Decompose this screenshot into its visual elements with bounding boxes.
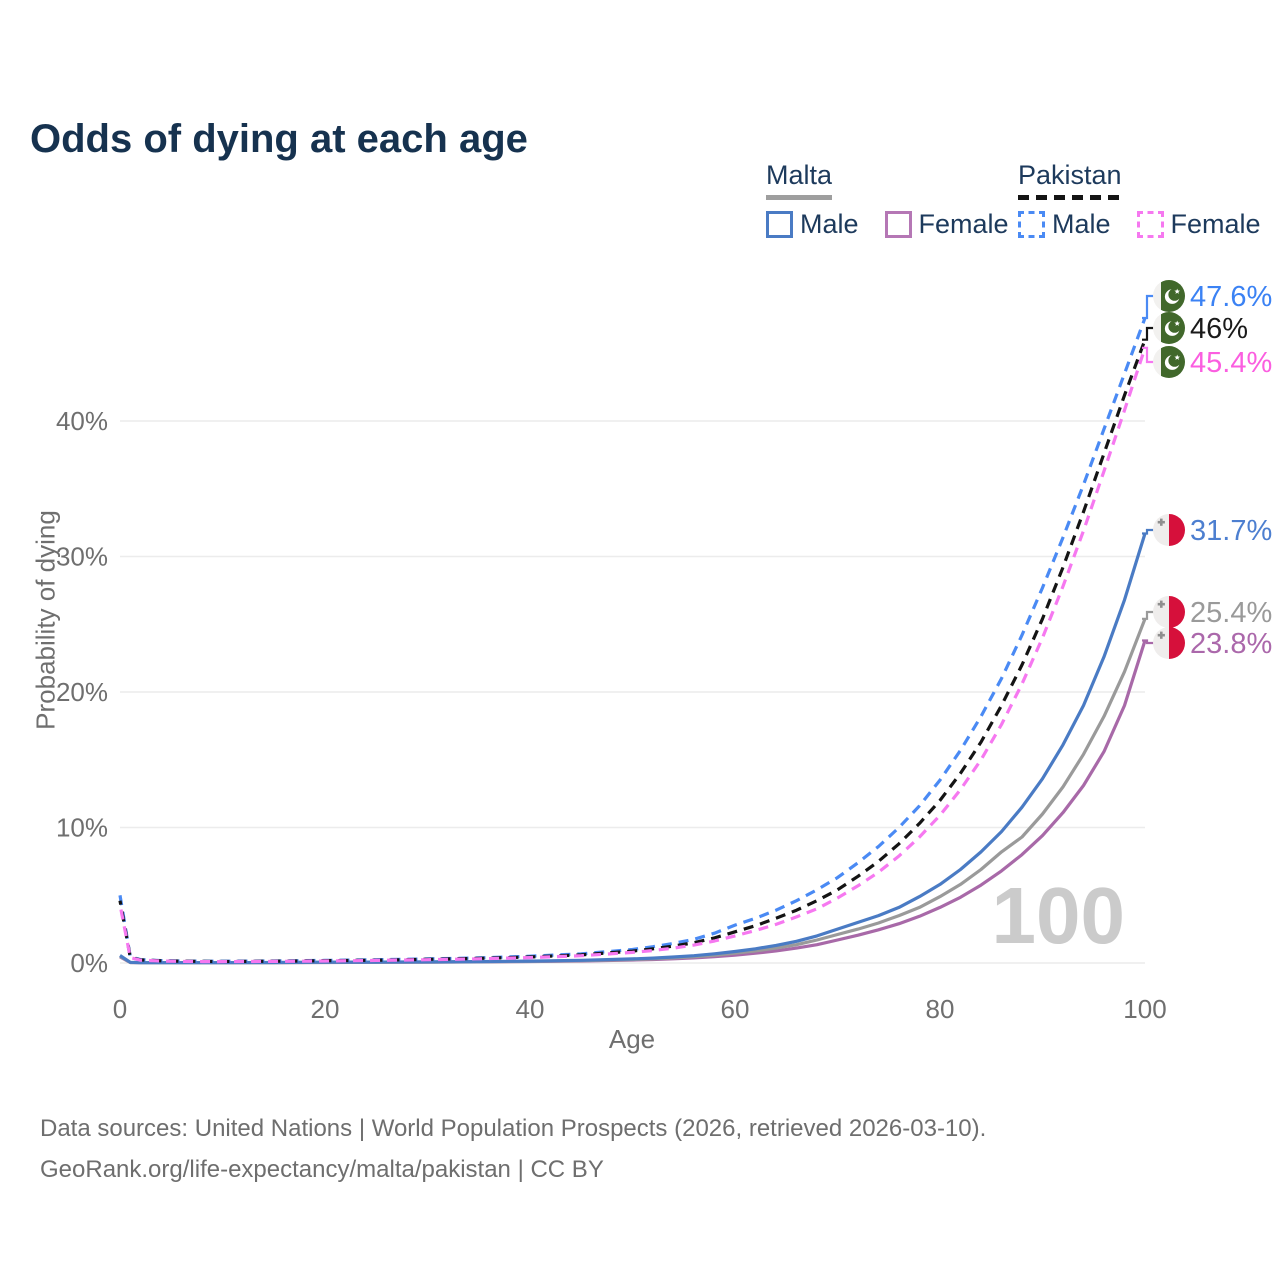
- flag-mt-icon: [1153, 514, 1185, 546]
- footer-line-1: Data sources: United Nations | World Pop…: [40, 1115, 987, 1142]
- legend-country-malta[interactable]: Malta: [766, 160, 833, 200]
- legend-item-label: Male: [800, 209, 859, 239]
- end-label-connector: [1142, 294, 1154, 320]
- malta-female-swatch: [884, 211, 912, 238]
- flag-mt-icon: [1153, 627, 1185, 659]
- y-tick-label: 20%: [56, 677, 108, 707]
- legend-group-pakistan: Pakistan Male Female: [1018, 160, 1261, 240]
- legend-item-label: Female: [918, 209, 1009, 239]
- y-tick-label: 10%: [56, 813, 108, 843]
- legend-country-label: Pakistan: [1018, 160, 1122, 190]
- series-line-pakistan-all: [118, 339, 1147, 964]
- legend-item-malta-male[interactable]: Male: [766, 209, 859, 240]
- x-tick-label: 80: [926, 994, 955, 1024]
- x-tick-label: 40: [516, 994, 545, 1024]
- malta-line-style-swatch: [766, 195, 833, 200]
- x-tick-label: 60: [721, 994, 750, 1024]
- end-label-connector: [1142, 346, 1154, 364]
- legend-item-malta-female[interactable]: Female: [884, 209, 1009, 240]
- data-source-footer: Data sources: United Nations | World Pop…: [40, 1108, 986, 1190]
- legend-group-malta: Malta Male Female: [766, 160, 1009, 240]
- legend-item-label: Female: [1170, 209, 1261, 239]
- legend-item-pakistan-female[interactable]: Female: [1136, 209, 1261, 240]
- y-tick-label: 40%: [56, 406, 108, 436]
- pakistan-male-swatch: [1018, 211, 1045, 238]
- y-tick-label: 0%: [70, 948, 108, 978]
- pakistan-line-style-swatch: [1018, 195, 1122, 200]
- end-value-label: 31.7%: [1190, 515, 1272, 547]
- end-label-connector: [1142, 326, 1154, 341]
- page-title: Odds of dying at each age: [30, 116, 528, 161]
- end-label-connector: [1142, 610, 1154, 620]
- x-axis-title: Age: [608, 1024, 656, 1054]
- flag-pk-icon: [1153, 346, 1185, 378]
- malta-male-swatch: [766, 211, 793, 238]
- legend-item-pakistan-male[interactable]: Male: [1018, 209, 1111, 240]
- end-value-label: 46%: [1190, 313, 1248, 345]
- x-tick-label: 0: [113, 994, 127, 1024]
- flag-mt-icon: [1153, 596, 1185, 628]
- end-value-label: 25.4%: [1190, 597, 1272, 629]
- end-value-label: 23.8%: [1190, 628, 1272, 660]
- x-tick-label: 20: [311, 994, 340, 1024]
- y-axis-title: Probability of dying: [30, 510, 61, 730]
- flag-pk-icon: [1153, 280, 1185, 312]
- legend-item-label: Male: [1052, 209, 1111, 239]
- pakistan-female-swatch: [1136, 211, 1164, 238]
- footer-line-2: GeoRank.org/life-expectancy/malta/pakist…: [40, 1156, 604, 1183]
- end-label-connector: [1142, 528, 1154, 535]
- flag-pk-icon: [1153, 312, 1185, 344]
- series-line-pakistan-male: [118, 317, 1147, 963]
- age-counter-watermark: 100: [991, 871, 1125, 960]
- x-tick-label: 100: [1123, 994, 1166, 1024]
- y-tick-label: 30%: [56, 542, 108, 572]
- legend-country-label: Malta: [766, 160, 833, 190]
- end-value-label: 47.6%: [1190, 281, 1272, 313]
- legend-country-pakistan[interactable]: Pakistan: [1018, 160, 1122, 200]
- end-value-label: 45.4%: [1190, 347, 1272, 379]
- end-label-connector: [1142, 639, 1154, 645]
